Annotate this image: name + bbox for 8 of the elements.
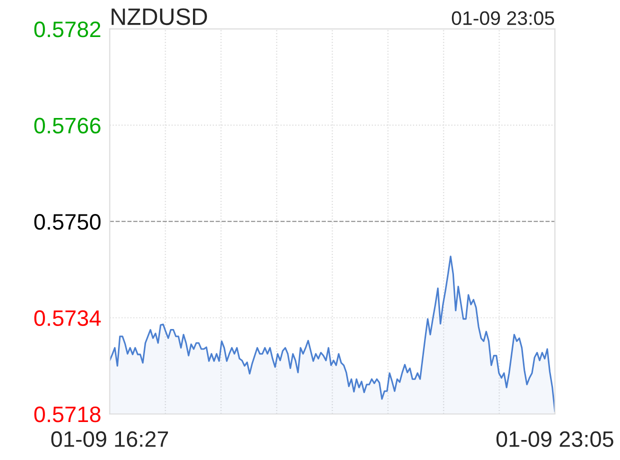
y-tick-label: 0.5750 bbox=[34, 214, 101, 230]
y-tick-label: 0.5718 bbox=[34, 406, 100, 422]
chart-title: NZDUSD bbox=[112, 8, 207, 26]
y-tick-label: 0.5734 bbox=[34, 310, 101, 326]
chart-subtitle: 01-09 23:05 bbox=[452, 11, 554, 26]
x-tick-label: 01-09 16:27 bbox=[51, 431, 168, 447]
y-tick-label: 0.5766 bbox=[34, 118, 100, 134]
y-tick-label: 0.5782 bbox=[34, 22, 100, 38]
